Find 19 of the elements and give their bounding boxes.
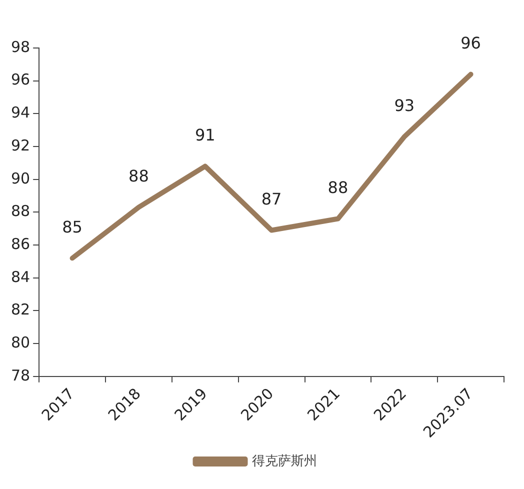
y-tick-label: 92 (10, 136, 30, 154)
data-label: 88 (128, 166, 149, 186)
y-tick-label: 88 (10, 202, 30, 220)
y-tick-label: 96 (10, 70, 30, 89)
y-tick-label: 84 (10, 268, 30, 286)
y-tick-label: 98 (10, 38, 30, 56)
data-label: 87 (261, 189, 282, 208)
y-tick-label: 80 (10, 333, 30, 352)
data-label: 88 (328, 178, 348, 197)
y-tick-label: 82 (10, 300, 30, 319)
y-tick-label: 78 (10, 366, 30, 384)
data-label: 96 (460, 33, 481, 52)
data-label: 93 (394, 96, 415, 115)
legend-label: 得克萨斯州 (252, 454, 317, 469)
y-tick-label: 90 (10, 169, 30, 188)
data-label: 91 (194, 125, 216, 144)
y-tick-label: 94 (10, 104, 30, 122)
y-tick-label: 86 (10, 234, 30, 253)
data-label: 85 (62, 217, 82, 236)
